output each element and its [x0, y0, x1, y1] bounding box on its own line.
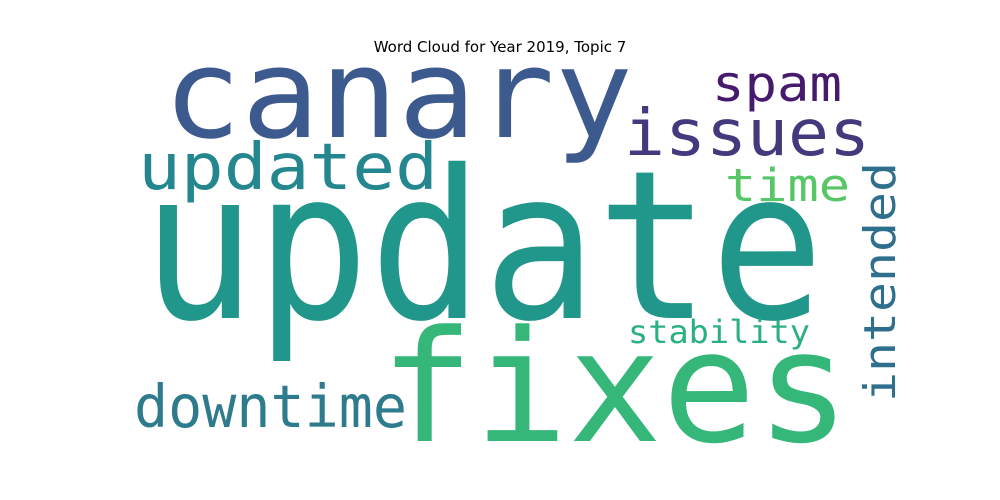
word-downtime: downtime: [134, 372, 407, 441]
word-time: time: [725, 159, 850, 212]
word-canary: canary: [163, 23, 633, 167]
word-updated: updated: [138, 131, 438, 205]
word-update: update: [142, 126, 824, 367]
chart-title: Word Cloud for Year 2019, Topic 7: [373, 38, 627, 56]
word-intended: intended: [855, 162, 906, 402]
word-stability: stability: [628, 313, 810, 351]
word-fixes: fixes: [380, 297, 850, 478]
word-issues: issues: [624, 97, 870, 171]
word-spam: spam: [712, 55, 842, 113]
